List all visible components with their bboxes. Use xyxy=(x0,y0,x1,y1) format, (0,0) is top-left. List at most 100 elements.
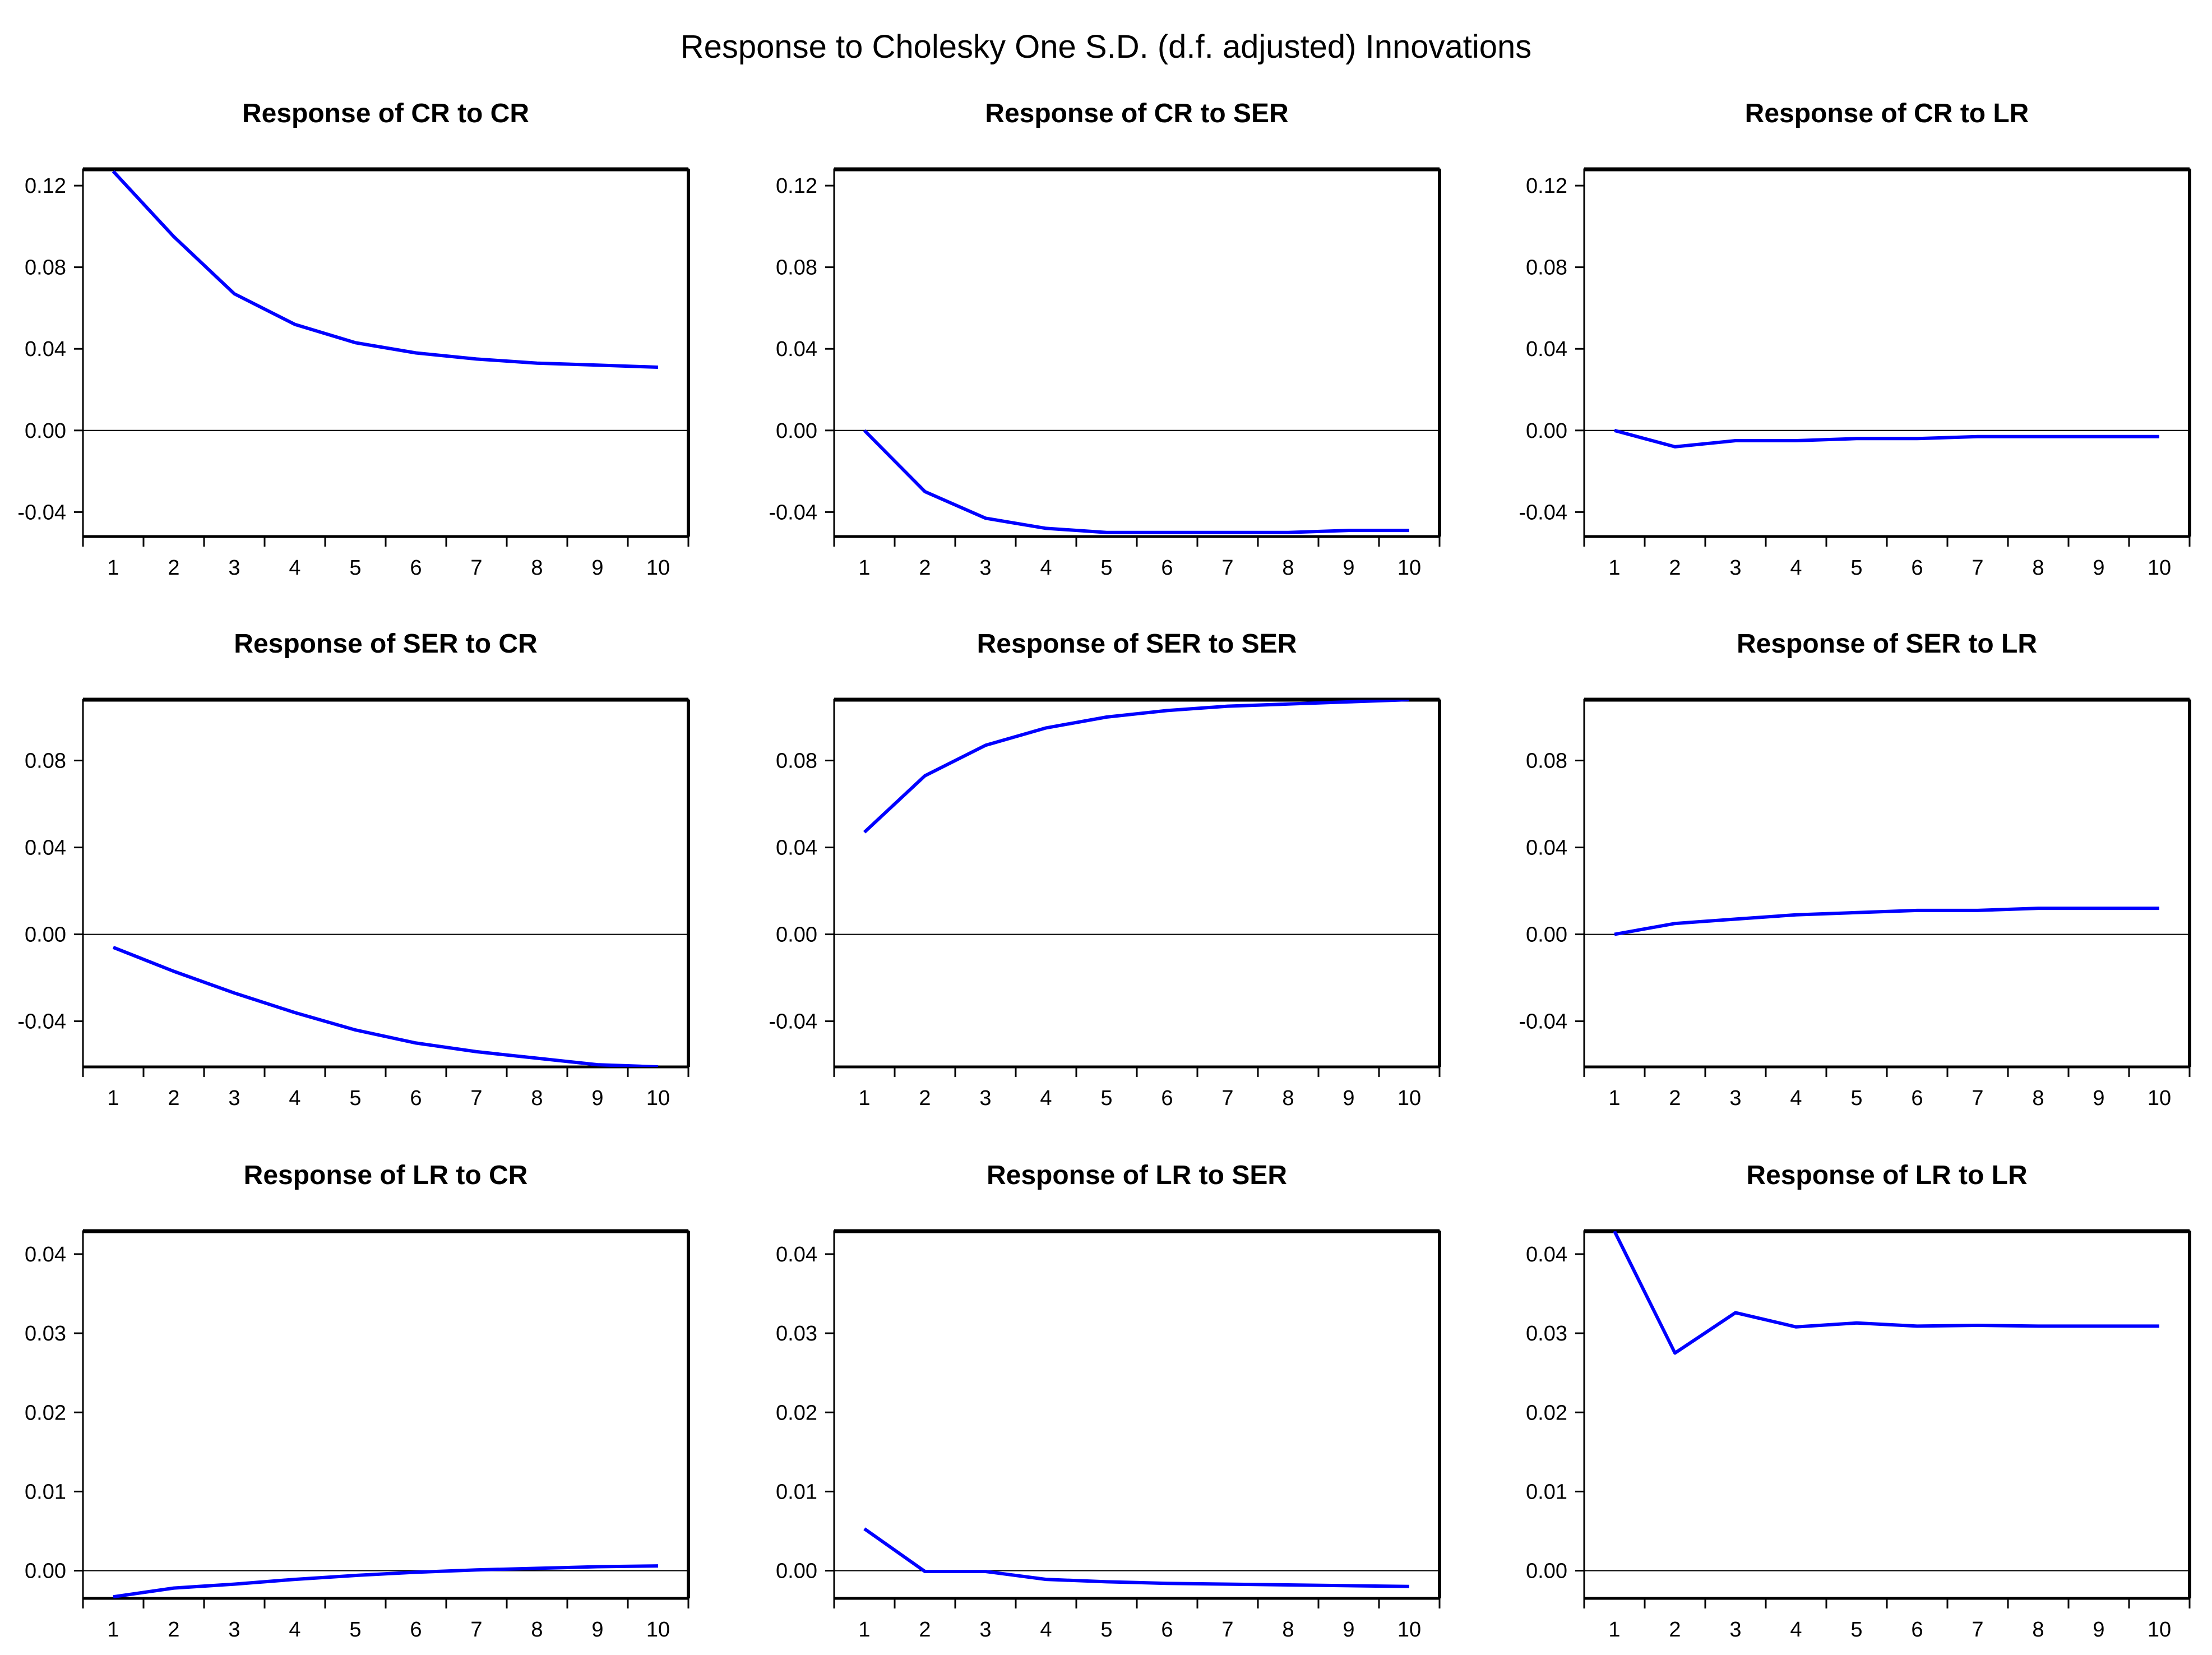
x-tick-label: 1 xyxy=(107,556,119,580)
y-tick-label: 0.04 xyxy=(776,338,817,361)
plot-frame xyxy=(82,168,689,538)
plot-frame xyxy=(82,699,689,1068)
x-tick-label: 5 xyxy=(1850,1618,1862,1642)
panel-title: Response of LR to LR xyxy=(1746,1161,2027,1190)
x-tick-label: 9 xyxy=(591,1618,603,1642)
x-tick-label: 2 xyxy=(168,1087,179,1110)
panel-8: Response of LR to SER 0.04 0.03 0.02 0.01 0.0… xyxy=(776,1161,1441,1642)
x-tick-label: 4 xyxy=(1790,1618,1802,1642)
x-tick-label: 2 xyxy=(1669,1618,1681,1642)
x-tick-label: 5 xyxy=(349,1618,361,1642)
x-tick-label: 2 xyxy=(919,556,931,580)
x-tick-label: 8 xyxy=(2032,1618,2044,1642)
panel-5: Response of SER to SER 0.08 0.04 0.00 -0.04 1… xyxy=(769,629,1441,1110)
x-tick-label: 8 xyxy=(2032,556,2044,580)
plot-frame xyxy=(833,168,1441,538)
x-tick-label: 7 xyxy=(1972,1618,1983,1642)
x-tick-label: 7 xyxy=(470,1618,482,1642)
x-tick-label: 4 xyxy=(1790,1087,1802,1110)
x-tick-label: 1 xyxy=(1608,1618,1620,1642)
x-tick-label: 8 xyxy=(1282,556,1294,580)
panel-title: Response of CR to SER xyxy=(985,99,1288,128)
x-tick-label: 9 xyxy=(1343,1087,1354,1110)
x-tick-label: 1 xyxy=(107,1087,119,1110)
response-line xyxy=(1614,428,2159,449)
y-tick-label: 0.01 xyxy=(25,1480,66,1504)
y-tick-label: 0.00 xyxy=(776,923,817,947)
x-tick-label: 3 xyxy=(228,556,240,580)
y-tick-label: 0.00 xyxy=(1526,1560,1567,1583)
x-tick-label: 3 xyxy=(1729,1087,1741,1110)
y-tick-label: 0.04 xyxy=(1526,836,1567,860)
panel-7: Response of LR to CR 0.04 0.03 0.02 0.01 0.00… xyxy=(25,1161,690,1642)
x-tick-label: 7 xyxy=(1972,556,1983,580)
response-line xyxy=(863,1527,1410,1588)
x-tick-label: 7 xyxy=(1221,1087,1233,1110)
x-tick-label: 9 xyxy=(2093,1087,2104,1110)
x-tick-label: 2 xyxy=(919,1087,931,1110)
x-tick-label: 1 xyxy=(1608,1087,1620,1110)
x-tick-label: 8 xyxy=(2032,1087,2044,1110)
x-tick-label: 10 xyxy=(1397,1087,1421,1110)
x-tick-label: 7 xyxy=(1221,1618,1233,1642)
response-line xyxy=(1614,907,2159,936)
x-tick-label: 10 xyxy=(646,1618,670,1642)
x-tick-label: 2 xyxy=(168,1618,179,1642)
y-tick-label: 0.08 xyxy=(776,256,817,280)
y-tick-label: 0.03 xyxy=(25,1322,66,1346)
y-tick-label: 0.08 xyxy=(776,750,817,773)
x-tick-label: 1 xyxy=(858,1087,870,1110)
panel-title: Response of LR to CR xyxy=(244,1161,528,1190)
x-tick-label: 9 xyxy=(2093,556,2104,580)
x-tick-label: 6 xyxy=(1911,1087,1923,1110)
plot-frame xyxy=(1583,168,2191,538)
x-tick-label: 5 xyxy=(1850,556,1862,580)
y-tick-label: 0.00 xyxy=(1526,419,1567,443)
y-tick-label: 0.12 xyxy=(25,174,66,198)
panel-title: Response of SER to LR xyxy=(1737,629,2037,659)
x-tick-label: 8 xyxy=(531,1087,543,1110)
y-tick-label: 0.00 xyxy=(25,1560,66,1583)
panel-title: Response of LR to SER xyxy=(987,1161,1287,1190)
x-tick-label: 8 xyxy=(1282,1618,1294,1642)
x-tick-label: 4 xyxy=(1040,556,1052,580)
x-tick-label: 6 xyxy=(410,1087,422,1110)
y-tick-label: 0.04 xyxy=(776,1243,817,1266)
figure-title: Response to Cholesky One S.D. (d.f. adju… xyxy=(680,29,1532,65)
x-tick-label: 2 xyxy=(168,556,179,580)
y-tick-label: 0.01 xyxy=(1526,1480,1567,1504)
x-tick-label: 2 xyxy=(1669,1087,1681,1110)
panel-title: Response of CR to CR xyxy=(242,99,529,128)
x-tick-label: 1 xyxy=(1608,556,1620,580)
y-tick-label: 0.08 xyxy=(25,750,66,773)
x-tick-label: 10 xyxy=(646,1087,670,1110)
panel-6: Response of SER to LR 0.08 0.04 0.00 -0.04 1 2… xyxy=(1519,629,2191,1110)
x-tick-label: 3 xyxy=(979,556,991,580)
y-tick-label: 0.03 xyxy=(776,1322,817,1346)
y-tick-label: -0.04 xyxy=(1519,1010,1567,1034)
x-tick-label: 2 xyxy=(919,1618,931,1642)
x-tick-label: 3 xyxy=(228,1087,240,1110)
y-tick-label: 0.08 xyxy=(1526,256,1567,280)
panel-2: Response of CR to SER 0.12 0.08 0.04 0.00 -0.… xyxy=(769,99,1441,580)
y-tick-label: -0.04 xyxy=(17,501,66,524)
response-line xyxy=(863,429,1409,534)
x-tick-label: 4 xyxy=(1040,1618,1052,1642)
response-line xyxy=(1613,1231,2159,1355)
y-tick-label: 0.12 xyxy=(1526,174,1567,198)
x-tick-label: 6 xyxy=(1161,556,1173,580)
y-tick-label: 0.04 xyxy=(1526,1243,1567,1266)
plot-frame xyxy=(833,699,1441,1068)
x-tick-label: 4 xyxy=(1790,556,1802,580)
response-line xyxy=(112,946,659,1067)
x-tick-label: 4 xyxy=(289,556,300,580)
x-tick-label: 5 xyxy=(349,1087,361,1110)
x-tick-label: 7 xyxy=(1221,556,1233,580)
x-tick-label: 6 xyxy=(410,1618,422,1642)
y-tick-label: -0.04 xyxy=(1519,501,1567,524)
x-tick-label: 9 xyxy=(591,1087,603,1110)
y-tick-label: 0.00 xyxy=(25,923,66,947)
x-tick-label: 5 xyxy=(1100,556,1112,580)
y-tick-label: 0.03 xyxy=(1526,1322,1567,1346)
y-tick-label: 0.02 xyxy=(1526,1401,1567,1425)
